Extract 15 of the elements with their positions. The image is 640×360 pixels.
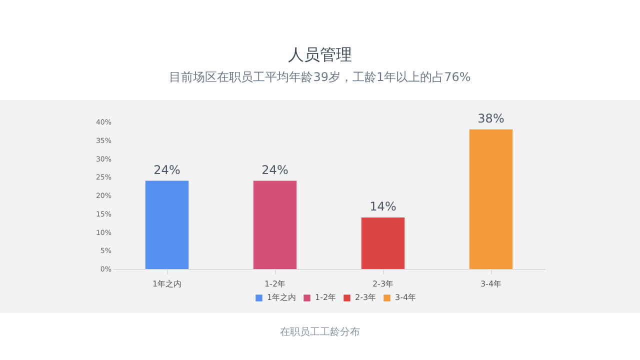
data-label: 24% (262, 162, 288, 177)
data-label: 38% (478, 111, 504, 126)
chart-subtitle: 目前场区在职员工平均年龄39岁，工龄1年以上的占76% (168, 69, 472, 86)
x-tick-label: 3-4年 (480, 280, 502, 288)
x-tick-label: 2-3年 (372, 280, 394, 288)
legend-label: 1年之内 (267, 293, 296, 302)
legend-label: 1-2年 (315, 293, 336, 302)
x-tick-label: 1-2年 (264, 280, 286, 288)
legend-label: 3-4年 (395, 293, 416, 302)
chart-title: 人员管理 (287, 44, 353, 66)
legend-label: 2-3年 (355, 293, 376, 302)
data-label: 24% (154, 162, 180, 177)
data-label: 14% (370, 200, 396, 214)
x-tick-label: 1年之内 (152, 280, 182, 288)
text: 在职员工工龄分布 (279, 326, 361, 339)
